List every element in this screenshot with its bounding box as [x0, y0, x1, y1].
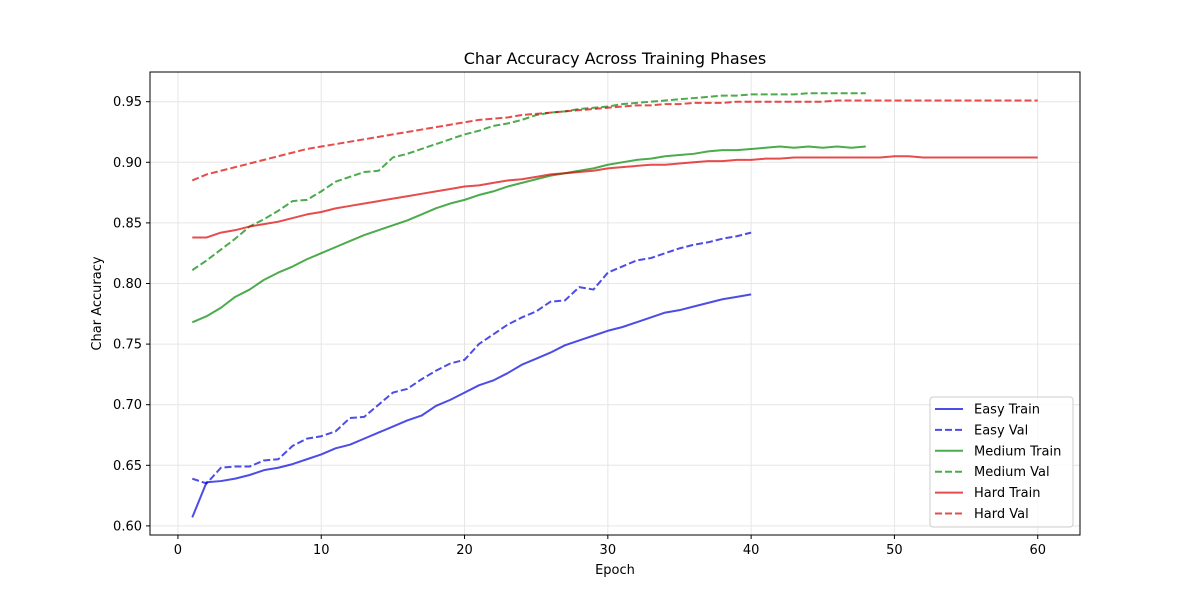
- series-line-easy-val: [191, 231, 752, 485]
- grid-lines: [150, 72, 1080, 535]
- y-tick-label: 0.85: [113, 216, 142, 231]
- legend-box: [929, 396, 1074, 528]
- legend-label-medium-train: Medium Train: [974, 444, 1061, 459]
- y-tick-label: 0.75: [113, 338, 142, 353]
- x-axis-label: Epoch: [595, 563, 635, 578]
- y-tick-label: 0.60: [113, 519, 142, 534]
- legend: Easy Train Easy Val Medium Train Medium Val…: [929, 396, 1074, 528]
- x-tick-label: 60: [1029, 543, 1046, 558]
- series-line-medium-val: [191, 92, 866, 271]
- plot-frame: [149, 71, 1081, 536]
- y-axis-ticks: 0.60 0.65 0.70 0.75 0.80 0.85 0.90 0.95: [113, 95, 150, 534]
- legend-label-hard-val: Hard Val: [974, 507, 1029, 522]
- series-line-hard-train: [192, 155, 1038, 239]
- legend-label-medium-val: Medium Val: [974, 465, 1050, 480]
- x-tick-label: 40: [743, 543, 760, 558]
- y-tick-label: 0.80: [113, 277, 142, 292]
- legend-label-easy-val: Easy Val: [974, 423, 1028, 438]
- y-tick-label: 0.70: [113, 398, 142, 413]
- x-tick-label: 50: [886, 543, 903, 558]
- y-tick-label: 0.95: [113, 95, 142, 110]
- x-tick-label: 0: [174, 543, 182, 558]
- y-tick-label: 0.65: [113, 459, 142, 474]
- y-axis-label: Char Accuracy: [90, 256, 105, 350]
- x-tick-label: 20: [456, 543, 473, 558]
- legend-label-hard-train: Hard Train: [974, 486, 1040, 501]
- x-tick-label: 10: [313, 543, 330, 558]
- series-line-easy-train: [191, 293, 752, 518]
- series-line-medium-train: [191, 145, 866, 324]
- x-tick-label: 30: [600, 543, 617, 558]
- legend-label-easy-train: Easy Train: [974, 403, 1040, 418]
- x-axis-ticks: 0 10 20 30 40 50 60: [174, 535, 1046, 558]
- series-lines: [191, 92, 1038, 518]
- series-line-hard-val: [191, 99, 1038, 182]
- chart-title: Char Accuracy Across Training Phases: [464, 49, 766, 68]
- y-tick-label: 0.90: [113, 156, 142, 171]
